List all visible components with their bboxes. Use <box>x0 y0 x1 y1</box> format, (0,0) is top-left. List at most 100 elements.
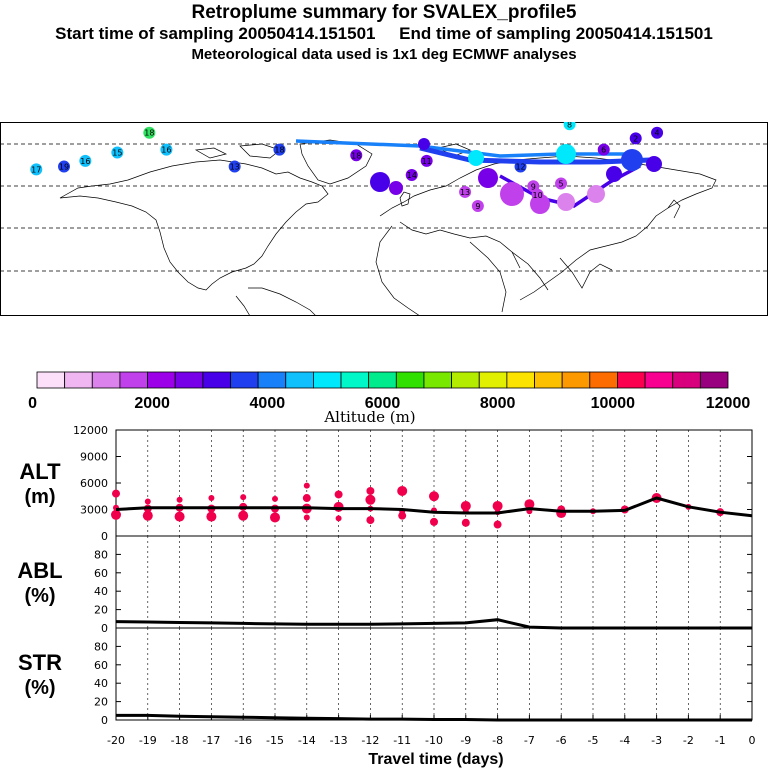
y-tick-label: 80 <box>94 640 108 653</box>
altitude-point <box>524 499 535 510</box>
x-tick-label: -2 <box>683 734 694 747</box>
travel-time-axis: -20 -19 -18 -17 -16 -15 -14 -13 -12 -11 -10 -9 -8 -7-… <box>107 715 756 747</box>
plume-blob <box>370 172 390 192</box>
x-tick-label: 0 <box>749 734 756 747</box>
x-tick-label: -19 <box>139 734 157 747</box>
plume-marker <box>514 160 527 173</box>
sampling-times: Start time of sampling 20050414.151501 E… <box>55 24 713 43</box>
series-line <box>115 496 753 518</box>
plume-age-label: 18 <box>274 146 284 155</box>
alt-panel: 0 3000 6000 9000 12000 ALT(m) <box>19 424 753 543</box>
plume-marker <box>555 177 568 190</box>
plume-track-arctic <box>295 139 630 158</box>
plume-blob <box>621 149 643 171</box>
colorbar-swatches <box>36 371 729 389</box>
altitude-point <box>461 518 470 527</box>
altitude-point <box>303 514 310 521</box>
plume-blob <box>556 144 576 164</box>
y-tick-label: 40 <box>94 585 108 598</box>
plume-blob <box>646 156 662 172</box>
colorbar-swatch <box>202 371 231 389</box>
plume-age-label: 16 <box>161 146 171 155</box>
colorbar-swatch <box>534 371 563 389</box>
x-tick-label: -13 <box>330 734 348 747</box>
plume-blob <box>557 193 575 211</box>
plume-marker <box>471 200 484 213</box>
colorbar-swatch <box>285 371 314 389</box>
plume-marker <box>405 169 418 182</box>
y-tick-label: 12000 <box>73 424 108 437</box>
plume-age-label: 10 <box>533 191 543 200</box>
plume-marker <box>420 154 433 167</box>
colorbar-swatch <box>119 371 148 389</box>
altitude-point <box>430 517 438 526</box>
coast-japan <box>667 199 681 219</box>
colorbar-swatch <box>423 371 452 389</box>
x-tick-label: -20 <box>107 734 125 747</box>
colorbar-swatch <box>506 371 535 389</box>
x-tick-label: -10 <box>425 734 443 747</box>
plume-age-label: 13 <box>230 163 240 172</box>
altitude-point <box>397 485 408 496</box>
x-tick-label: -4 <box>619 734 630 747</box>
altitude-point <box>365 494 376 505</box>
plume-marker <box>143 126 156 139</box>
altitude-point <box>111 509 121 520</box>
coast-mediterranean <box>399 221 521 269</box>
plume-age-label: 11 <box>422 157 432 166</box>
colorbar-swatch <box>312 371 342 389</box>
x-tick-label: -12 <box>361 734 379 747</box>
y-tick-label: 20 <box>94 696 108 709</box>
altitude-point <box>335 515 342 522</box>
plume-age-label: 17 <box>31 165 41 174</box>
plume-age-label: 8 <box>567 122 572 129</box>
colorbar-swatch <box>174 371 204 389</box>
coast-north-america <box>59 159 329 291</box>
plume-marker <box>79 154 92 167</box>
colorbar-tick-label: 2000 <box>134 395 170 412</box>
colorbar-tick-labels: 0 2000 4000 6000 8000 10000 12000 <box>28 395 750 412</box>
panel-unit-label: (m) <box>24 486 55 508</box>
altitude-point <box>302 494 311 503</box>
altitude-point <box>366 516 375 525</box>
panel-label: ALT <box>19 459 61 484</box>
plume-marker <box>58 160 70 173</box>
plume-blob <box>418 138 430 150</box>
altitude-point <box>493 520 502 529</box>
map-graticule <box>0 143 768 272</box>
plume-age-label: 18 <box>144 129 154 138</box>
plume-marker <box>651 126 664 139</box>
panel-label: STR <box>18 650 62 675</box>
plume-age-label: 9 <box>531 182 536 191</box>
colorbar-swatch <box>589 371 618 389</box>
altitude-point <box>429 491 439 502</box>
y-tick-label: 3000 <box>80 504 108 517</box>
colorbar-swatch <box>617 371 646 389</box>
colorbar-swatch <box>672 371 701 389</box>
colorbar-label: Altitude (m) <box>323 408 415 426</box>
coast-greenland <box>299 139 373 185</box>
plume-marker <box>527 180 540 193</box>
y-tick-label: 80 <box>94 548 108 561</box>
plume-marker <box>563 122 576 131</box>
plume-blob <box>500 182 524 206</box>
altitude-point <box>176 496 183 503</box>
altitude-point <box>492 500 503 511</box>
plume-age-label: 19 <box>59 163 69 172</box>
map-coastlines <box>59 139 717 316</box>
colorbar-tick-label: 4000 <box>250 395 286 412</box>
x-tick-label: -16 <box>234 734 252 747</box>
altitude-point <box>142 510 153 521</box>
colorbar-swatch <box>395 371 425 389</box>
y-tick-label: 9000 <box>80 451 108 464</box>
colorbar-swatch <box>230 371 259 389</box>
altitude-point <box>240 494 247 501</box>
colorbar-swatch <box>561 371 591 389</box>
plume-blob <box>468 150 484 166</box>
colorbar-swatch <box>147 371 176 389</box>
plume-age-label: 18 <box>351 151 361 160</box>
colorbar-swatch <box>257 371 287 389</box>
y-tick-label: 40 <box>94 677 108 690</box>
plume-marker <box>273 143 286 156</box>
